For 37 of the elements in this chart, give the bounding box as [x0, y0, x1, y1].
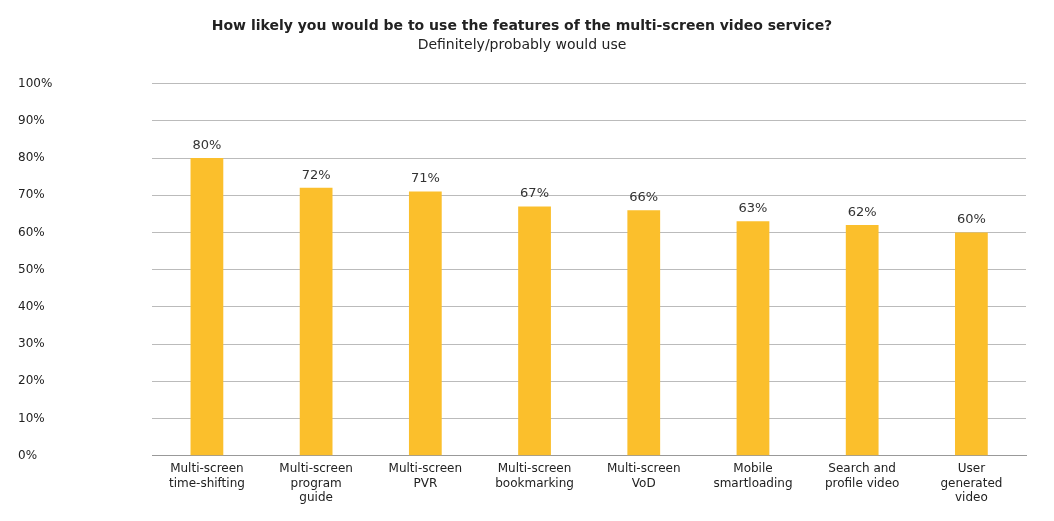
x-tick-label: Multi-screen VoD [606, 461, 681, 490]
y-tick-label: 40% [18, 299, 45, 314]
x-tick-label: Multi-screen program guide [279, 461, 353, 504]
y-tick-label: 30% [18, 336, 45, 351]
y-tick-label: 0% [18, 447, 38, 462]
bar [408, 191, 442, 456]
data-label: 72% [301, 166, 331, 182]
bar [736, 221, 770, 456]
chart-subtitle: Definitely/probably would use [417, 35, 627, 52]
bar [627, 210, 661, 456]
bar [190, 158, 224, 456]
x-tick-label: Search and profile video [824, 461, 900, 490]
bar [299, 187, 333, 456]
data-label: 67% [520, 185, 549, 201]
x-tick-label: Multi-screen PVR [388, 461, 463, 490]
y-tick-label: 100% [18, 75, 53, 90]
x-tick-label: User generated video [940, 461, 1003, 504]
data-label: 80% [192, 136, 222, 152]
x-tick-label: Multi-screen time-shifting [168, 461, 245, 490]
y-tick-label: 20% [18, 373, 45, 388]
bar [955, 232, 988, 456]
x-tick-label: Multi-screen bookmarking [495, 461, 574, 490]
y-tick-label: 90% [18, 112, 45, 127]
data-label: 66% [629, 189, 659, 205]
bar [518, 206, 551, 456]
y-tick-label: 60% [18, 224, 45, 239]
data-label: 60% [956, 211, 986, 227]
data-label: 71% [410, 170, 440, 186]
data-label: 62% [847, 203, 877, 219]
chart-title: How likely you would be to use the features of the multi-screen video service? [211, 17, 833, 34]
y-tick-label: 80% [18, 150, 45, 165]
y-tick-label: 10% [18, 410, 45, 425]
data-label: 63% [738, 200, 768, 216]
x-tick-label: Mobile smartloading [713, 461, 793, 490]
y-tick-label: 70% [18, 187, 45, 202]
y-tick-label: 50% [18, 261, 45, 276]
bar [845, 225, 879, 456]
